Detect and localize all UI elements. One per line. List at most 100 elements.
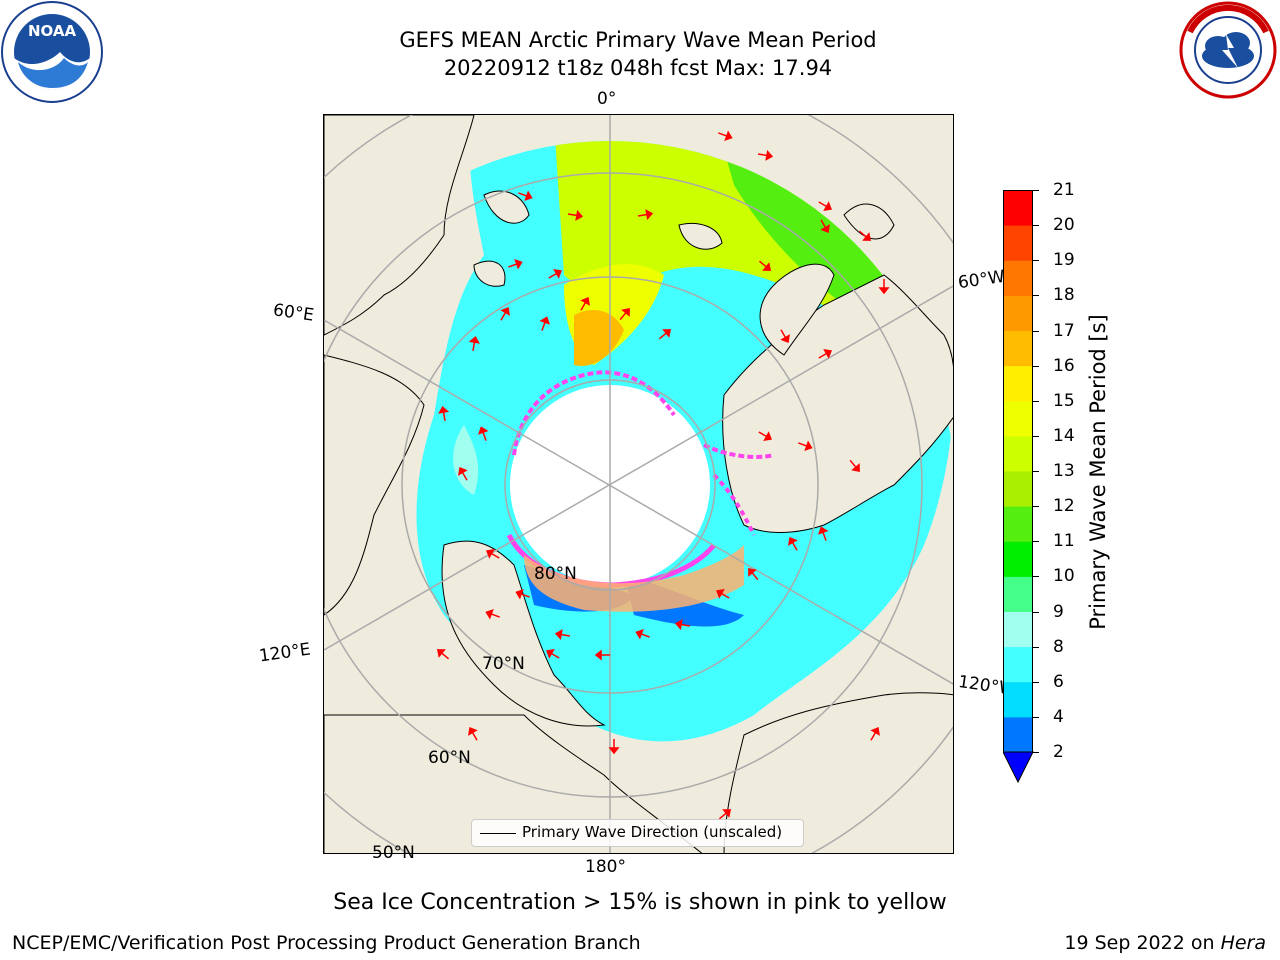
wave-direction-arrow — [870, 727, 880, 741]
colorbar-tick — [1033, 752, 1039, 753]
wave-direction-arrow — [518, 190, 533, 201]
colorbar-bin — [1003, 471, 1033, 507]
colorbar-tick — [1033, 506, 1039, 508]
colorbar-bin — [1003, 646, 1033, 683]
colorbar-tick-label: 8 — [1053, 636, 1064, 657]
wave-direction-arrow — [567, 209, 584, 221]
colorbar-bin — [1003, 611, 1033, 648]
colorbar-tick — [1033, 716, 1039, 718]
colorbar-tick — [1033, 295, 1039, 297]
colorbar-bin — [1003, 506, 1033, 542]
sea-ice-note: Sea Ice Concentration > 15% is shown in … — [333, 890, 947, 915]
wave-direction-arrow — [780, 329, 790, 343]
colorbar-tick-label: 13 — [1053, 461, 1075, 481]
colorbar-tick-label: 14 — [1053, 425, 1075, 446]
colorbar-tick — [1033, 576, 1039, 578]
wave-direction-arrow — [748, 567, 759, 581]
noaa-logo-text: NOAA — [28, 22, 77, 40]
colorbar-tick — [1033, 611, 1039, 613]
colorbar-label: Primary Wave Mean Period [s] — [1086, 314, 1110, 630]
legend-label: Primary Wave Direction (unscaled) — [522, 823, 783, 841]
wave-direction-arrow — [546, 649, 560, 659]
colorbar-under-extension — [1002, 751, 1034, 784]
colorbar-bin — [1003, 400, 1033, 437]
wave-direction-arrow — [637, 209, 654, 221]
colorbar-tick-label: 6 — [1053, 671, 1064, 692]
lat-label-80n: 80°N — [534, 564, 577, 584]
wave-direction-arrows — [436, 130, 890, 820]
arctic-map: 80°N 70°N 60°N — [323, 114, 954, 854]
colorbar-bin — [1003, 260, 1033, 296]
wave-direction-arrow — [580, 297, 590, 311]
lat-label-50n: 50°N — [372, 843, 415, 863]
wave-direction-arrow — [619, 307, 630, 321]
wave-direction-arrow — [718, 130, 733, 141]
noaa-logo: NOAA — [0, 0, 104, 104]
wave-direction-arrow — [635, 629, 650, 640]
colorbar-tick — [1033, 681, 1039, 683]
wave-direction-arrow — [468, 727, 478, 741]
wave-direction-arrow — [757, 149, 774, 161]
colorbar-tick-label: 9 — [1053, 601, 1064, 622]
wave-direction-arrow — [500, 307, 510, 321]
colorbar-bin — [1003, 576, 1033, 612]
wave-direction-arrow — [858, 230, 872, 241]
colorbar-bin — [1003, 330, 1033, 367]
colorbar-tick-label: 11 — [1053, 531, 1075, 552]
wave-direction-arrow — [554, 629, 571, 641]
colorbar-tick — [1033, 646, 1039, 648]
map-svg: 80°N 70°N 60°N — [324, 115, 953, 853]
colorbar-svg — [1002, 190, 1034, 784]
wave-direction-arrow — [436, 649, 450, 660]
colorbar-bin — [1003, 541, 1033, 577]
wave-direction-arrow — [798, 440, 813, 451]
lon-label-180: 180° — [585, 857, 626, 877]
wave-direction-arrow — [718, 809, 732, 820]
wave-direction-arrow — [548, 269, 562, 279]
nws-logo — [1176, 0, 1280, 100]
footer-date: 19 Sep 2022 on Hera — [1064, 932, 1266, 954]
colorbar-bin — [1003, 716, 1033, 753]
colorbar-tick-label: 18 — [1053, 285, 1075, 306]
colorbar-tick — [1033, 471, 1039, 472]
wave-direction-arrow — [818, 349, 832, 359]
wave-direction-arrow — [468, 335, 480, 352]
wave-direction-arrow — [458, 467, 468, 481]
wave-direction-arrow — [818, 526, 829, 541]
landmasses — [324, 115, 953, 853]
wave-direction-arrow — [478, 426, 489, 441]
lat-label-70n: 70°N — [482, 654, 525, 674]
colorbar-bin — [1003, 190, 1033, 226]
graticule — [324, 115, 953, 853]
colorbar-tick-label: 12 — [1053, 496, 1075, 517]
colorbar-tick — [1033, 365, 1039, 367]
colorbar-tick — [1033, 330, 1039, 332]
map-legend: Primary Wave Direction (unscaled) — [471, 819, 804, 847]
colorbar-tick — [1033, 190, 1039, 191]
lon-label-0: 0° — [597, 89, 617, 109]
lon-label-60e: 60°E — [271, 300, 316, 326]
wave-direction-arrow — [849, 459, 860, 473]
colorbar-bin — [1003, 365, 1033, 402]
wave-direction-arrow — [515, 589, 530, 600]
wave-direction-arrow — [788, 537, 798, 551]
wave-direction-arrow — [508, 259, 523, 270]
wave-direction-arrow — [716, 589, 730, 599]
wave-direction-arrow — [594, 649, 610, 661]
sea-ice-edge — [506, 370, 775, 612]
wave-direction-arrow — [608, 739, 620, 755]
colorbar-tick — [1033, 225, 1039, 227]
colorbar-tick-label: 16 — [1053, 355, 1075, 376]
wave-direction-arrow — [758, 431, 772, 441]
colorbar-tick-label: 20 — [1053, 215, 1075, 236]
colorbar-tick-label: 10 — [1053, 566, 1075, 587]
footer-host: Hera — [1220, 932, 1266, 954]
colorbar-tick-label: 17 — [1053, 320, 1075, 341]
wave-direction-arrow — [878, 279, 890, 295]
colorbar-tick — [1033, 541, 1039, 543]
colorbar-tick-label: 15 — [1053, 390, 1075, 411]
colorbar — [1002, 190, 1043, 790]
lon-label-120e: 120°E — [257, 639, 312, 667]
colorbar-tick — [1033, 435, 1039, 437]
wave-direction-arrow — [438, 405, 450, 422]
